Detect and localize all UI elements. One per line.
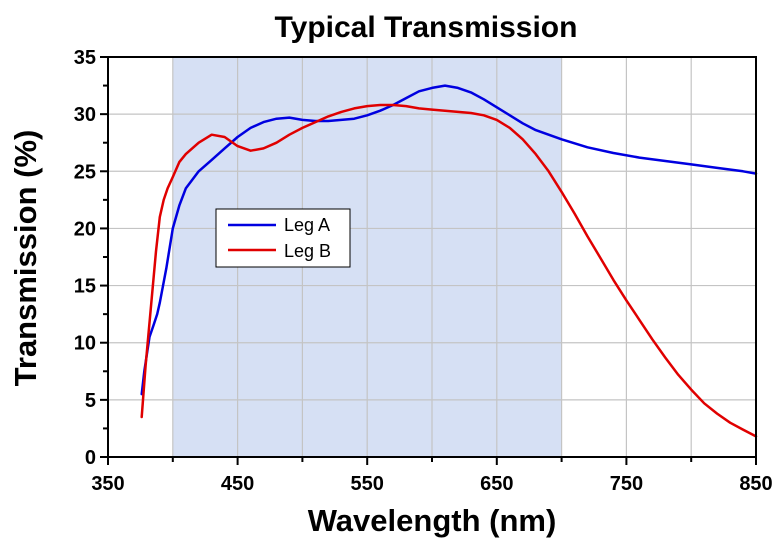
y-tick-label: 20 (74, 218, 96, 240)
x-tick-label: 450 (221, 473, 254, 495)
x-tick-label: 650 (480, 473, 513, 495)
legend: Leg A Leg B (215, 208, 351, 268)
tick-labels: 350 450 550 650 750 850 0 5 10 15 20 25 30 35 (74, 47, 773, 495)
x-axis-label: Wavelength (nm) (308, 503, 557, 538)
legend-label-leg-a: Leg A (284, 215, 330, 235)
x-tick-label: 850 (739, 473, 772, 495)
series-line-leg-b (140, 103, 758, 438)
x-tick-label: 550 (351, 473, 384, 495)
y-tick-label: 25 (74, 161, 96, 183)
y-axis-label: Transmission (%) (8, 130, 43, 387)
axis-ticks (100, 56, 757, 465)
series-lines (140, 84, 758, 438)
x-tick-label: 750 (610, 473, 643, 495)
x-tick-label: 350 (91, 473, 124, 495)
y-tick-label: 10 (74, 333, 96, 355)
chart-title: Typical Transmission (275, 11, 578, 44)
legend-box (215, 208, 351, 268)
series-line-leg-a (140, 84, 758, 396)
y-tick-label: 5 (85, 390, 96, 412)
y-tick-label: 30 (74, 104, 96, 126)
y-tick-label: 35 (74, 47, 96, 69)
y-tick-label: 15 (74, 276, 96, 298)
legend-label-leg-b: Leg B (284, 241, 331, 261)
y-tick-label: 0 (85, 447, 96, 469)
